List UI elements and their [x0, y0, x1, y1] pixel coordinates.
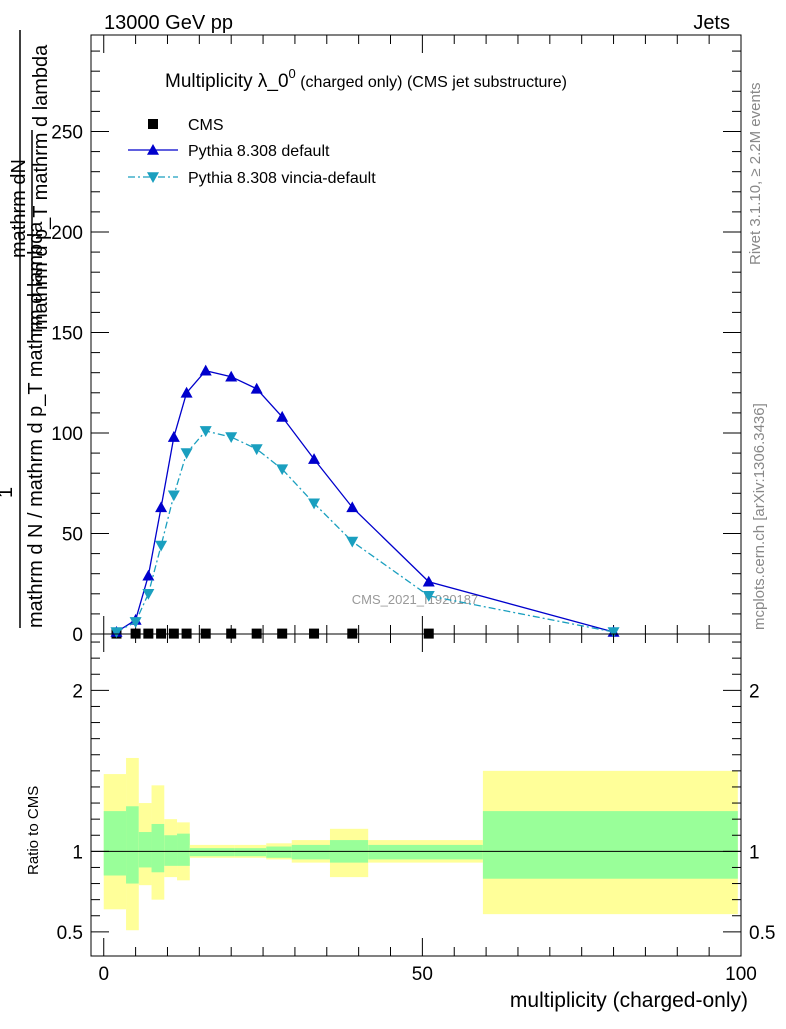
ratio-band-inner: [234, 848, 267, 857]
main-y-label: mathrm dN mathrm d p_T mathrm d lambda 1…: [0, 30, 52, 628]
ratio-y-tick-label-right: 2: [749, 681, 760, 702]
ratio-y-label: Ratio to CMS: [25, 786, 42, 875]
data-point: [276, 410, 289, 422]
ratio-band-inner: [138, 832, 152, 868]
main-axis-ticks: [91, 35, 742, 635]
main-plot: 0 50 100 150 200 250 CMS_2021_I1920187 Multip…: [0, 30, 742, 646]
data-point: [225, 432, 238, 444]
data-point: [422, 591, 435, 602]
main-title-main: Multiplicity λ_0: [165, 71, 289, 92]
ratio-axis-ticks: [91, 634, 742, 956]
main-ylabel-top-den: mathrm d p_T mathrm d lambda: [30, 44, 52, 330]
legend-entry-0: CMS: [148, 117, 224, 134]
header-left: 13000 GeV pp: [104, 12, 233, 34]
ratio-y-tick-label-right: 0.5: [749, 923, 775, 944]
ratio-band-inner: [103, 811, 127, 876]
main-series-layer: [110, 364, 620, 639]
mcplots-label: mcplots.cern.ch [arXiv:1306.3436]: [751, 403, 768, 630]
data-point: [250, 382, 263, 394]
ratio-y-tick-label-left: 2: [72, 681, 83, 702]
data-point: [155, 501, 168, 513]
ratio-plot-frame: [90, 633, 742, 957]
ratio-axis-tick-labels: 0.5 0.5 1 1 2 2 0 50 100: [57, 681, 776, 985]
data-point: [422, 575, 435, 587]
ratio-y-tick-label-right: 1: [749, 842, 760, 863]
legend-entry-2: Pythia 8.308 vincia-default: [128, 170, 376, 187]
ratio-band-inner: [291, 844, 330, 860]
watermark: CMS_2021_I1920187: [352, 592, 479, 607]
data-point: [346, 536, 359, 548]
main-ylabel-bottom: mathrm d N / mathrm d p_T mathrm d lambd…: [25, 221, 47, 628]
series-line: [116, 369, 614, 633]
rivet-label: Rivet 3.1.10, ≥ 2.2M events: [747, 83, 764, 266]
data-point: [180, 448, 193, 460]
ratio-band-inner: [266, 846, 292, 858]
legend-label: Pythia 8.308 default: [188, 143, 330, 160]
data-point: [607, 627, 620, 638]
ratio-y-tick-label-left: 0.5: [57, 923, 83, 944]
data-point: [199, 426, 212, 437]
legend-label: CMS: [188, 117, 224, 134]
data-point: [308, 453, 321, 464]
legend: CMS Pythia 8.308 default Pythia 8.308 vinc…: [128, 117, 376, 187]
data-point: [225, 370, 238, 382]
data-point: [276, 464, 289, 476]
ratio-band-inner: [164, 835, 178, 866]
ratio-band-inner: [151, 823, 165, 873]
ratio-bands: [103, 757, 738, 931]
data-point: [142, 569, 155, 581]
data-point: [199, 364, 212, 376]
data-point: [346, 501, 359, 513]
x-tick-label: 0: [98, 964, 109, 985]
main-ylabel-top-num: mathrm dN: [8, 159, 30, 258]
ratio-band-inner: [189, 848, 235, 857]
series-line: [116, 430, 614, 633]
main-y-tick-label: 100: [51, 424, 83, 445]
main-title-sup: 0: [289, 66, 296, 81]
main-ylabel-one: 1: [0, 487, 17, 498]
ratio-plot: 0.5 0.5 1 1 2 2 0 50 100 Ratio to CMS multiplici…: [25, 633, 776, 1012]
data-point: [167, 490, 180, 502]
ratio-band-inner: [177, 833, 190, 866]
data-point: [110, 627, 123, 638]
main-title: Multiplicity λ_00 (charged only) (CMS je…: [165, 66, 567, 92]
data-point: [308, 498, 321, 510]
data-point: [129, 617, 142, 628]
legend-marker: [147, 144, 159, 155]
main-axis-tick-labels: 0 50 100 150 200 250: [51, 122, 83, 646]
x-tick-label: 100: [725, 964, 757, 985]
data-point: [155, 540, 168, 552]
ratio-y-tick-label-left: 1: [72, 842, 83, 863]
main-y-tick-label: 150: [51, 323, 83, 344]
header-right: Jets: [693, 12, 730, 34]
legend-entry-1: Pythia 8.308 default: [128, 143, 330, 160]
main-y-tick-label: 50: [62, 524, 83, 545]
main-y-tick-label: 200: [51, 223, 83, 244]
legend-label: Pythia 8.308 vincia-default: [188, 170, 376, 187]
data-point: [167, 431, 180, 442]
data-point: [250, 444, 263, 456]
data-point: [142, 588, 155, 600]
x-axis-label: multiplicity (charged-only): [510, 989, 748, 1012]
ratio-band-inner: [368, 844, 483, 860]
legend-marker-square: [148, 119, 158, 129]
x-tick-label: 50: [412, 964, 433, 985]
main-title-rest: (charged only) (CMS jet substructure): [296, 74, 567, 91]
main-y-tick-label: 0: [72, 625, 83, 646]
series-2: [110, 426, 620, 638]
legend-marker: [147, 172, 159, 183]
main-y-tick-label: 250: [51, 122, 83, 143]
ratio-band-inner: [482, 811, 738, 879]
data-point: [180, 386, 193, 398]
ratio-band-inner: [126, 806, 139, 884]
